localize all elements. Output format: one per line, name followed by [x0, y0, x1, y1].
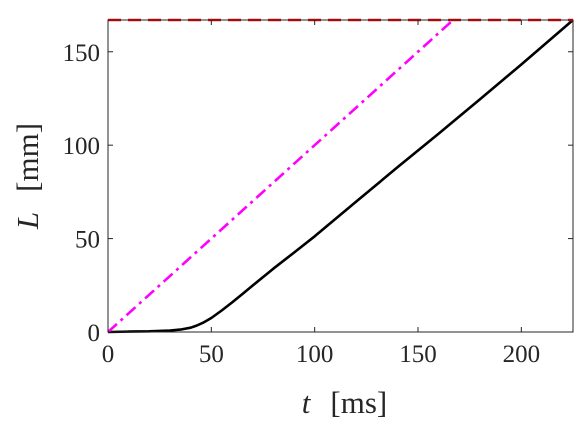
x-axis-symbol: t	[302, 385, 312, 420]
y-tick-label: 50	[75, 227, 100, 254]
x-tick-label: 0	[102, 341, 115, 368]
y-axis-unit: [mm]	[10, 123, 45, 192]
ticks-layer: 0 50 100 150 200 0 50 100 150	[63, 20, 573, 368]
y-axis-symbol: L	[10, 212, 45, 230]
x-axis-label: t [ms]	[302, 385, 387, 420]
series-line-dash-dot	[107, 19, 454, 333]
y-tick-label: 100	[63, 133, 101, 160]
x-tick-label: 50	[199, 341, 224, 368]
x-tick-label: 150	[399, 341, 437, 368]
x-tick-label: 200	[503, 341, 541, 368]
x-axis-unit: [ms]	[330, 385, 387, 420]
series-line-solid	[107, 19, 574, 334]
series-layer	[107, 18, 574, 334]
plot-frame	[107, 19, 574, 333]
y-tick-label: 0	[88, 320, 101, 347]
y-axis-label: L [mm]	[10, 123, 45, 230]
y-tick-label: 150	[63, 40, 101, 67]
x-tick-label: 100	[296, 341, 334, 368]
